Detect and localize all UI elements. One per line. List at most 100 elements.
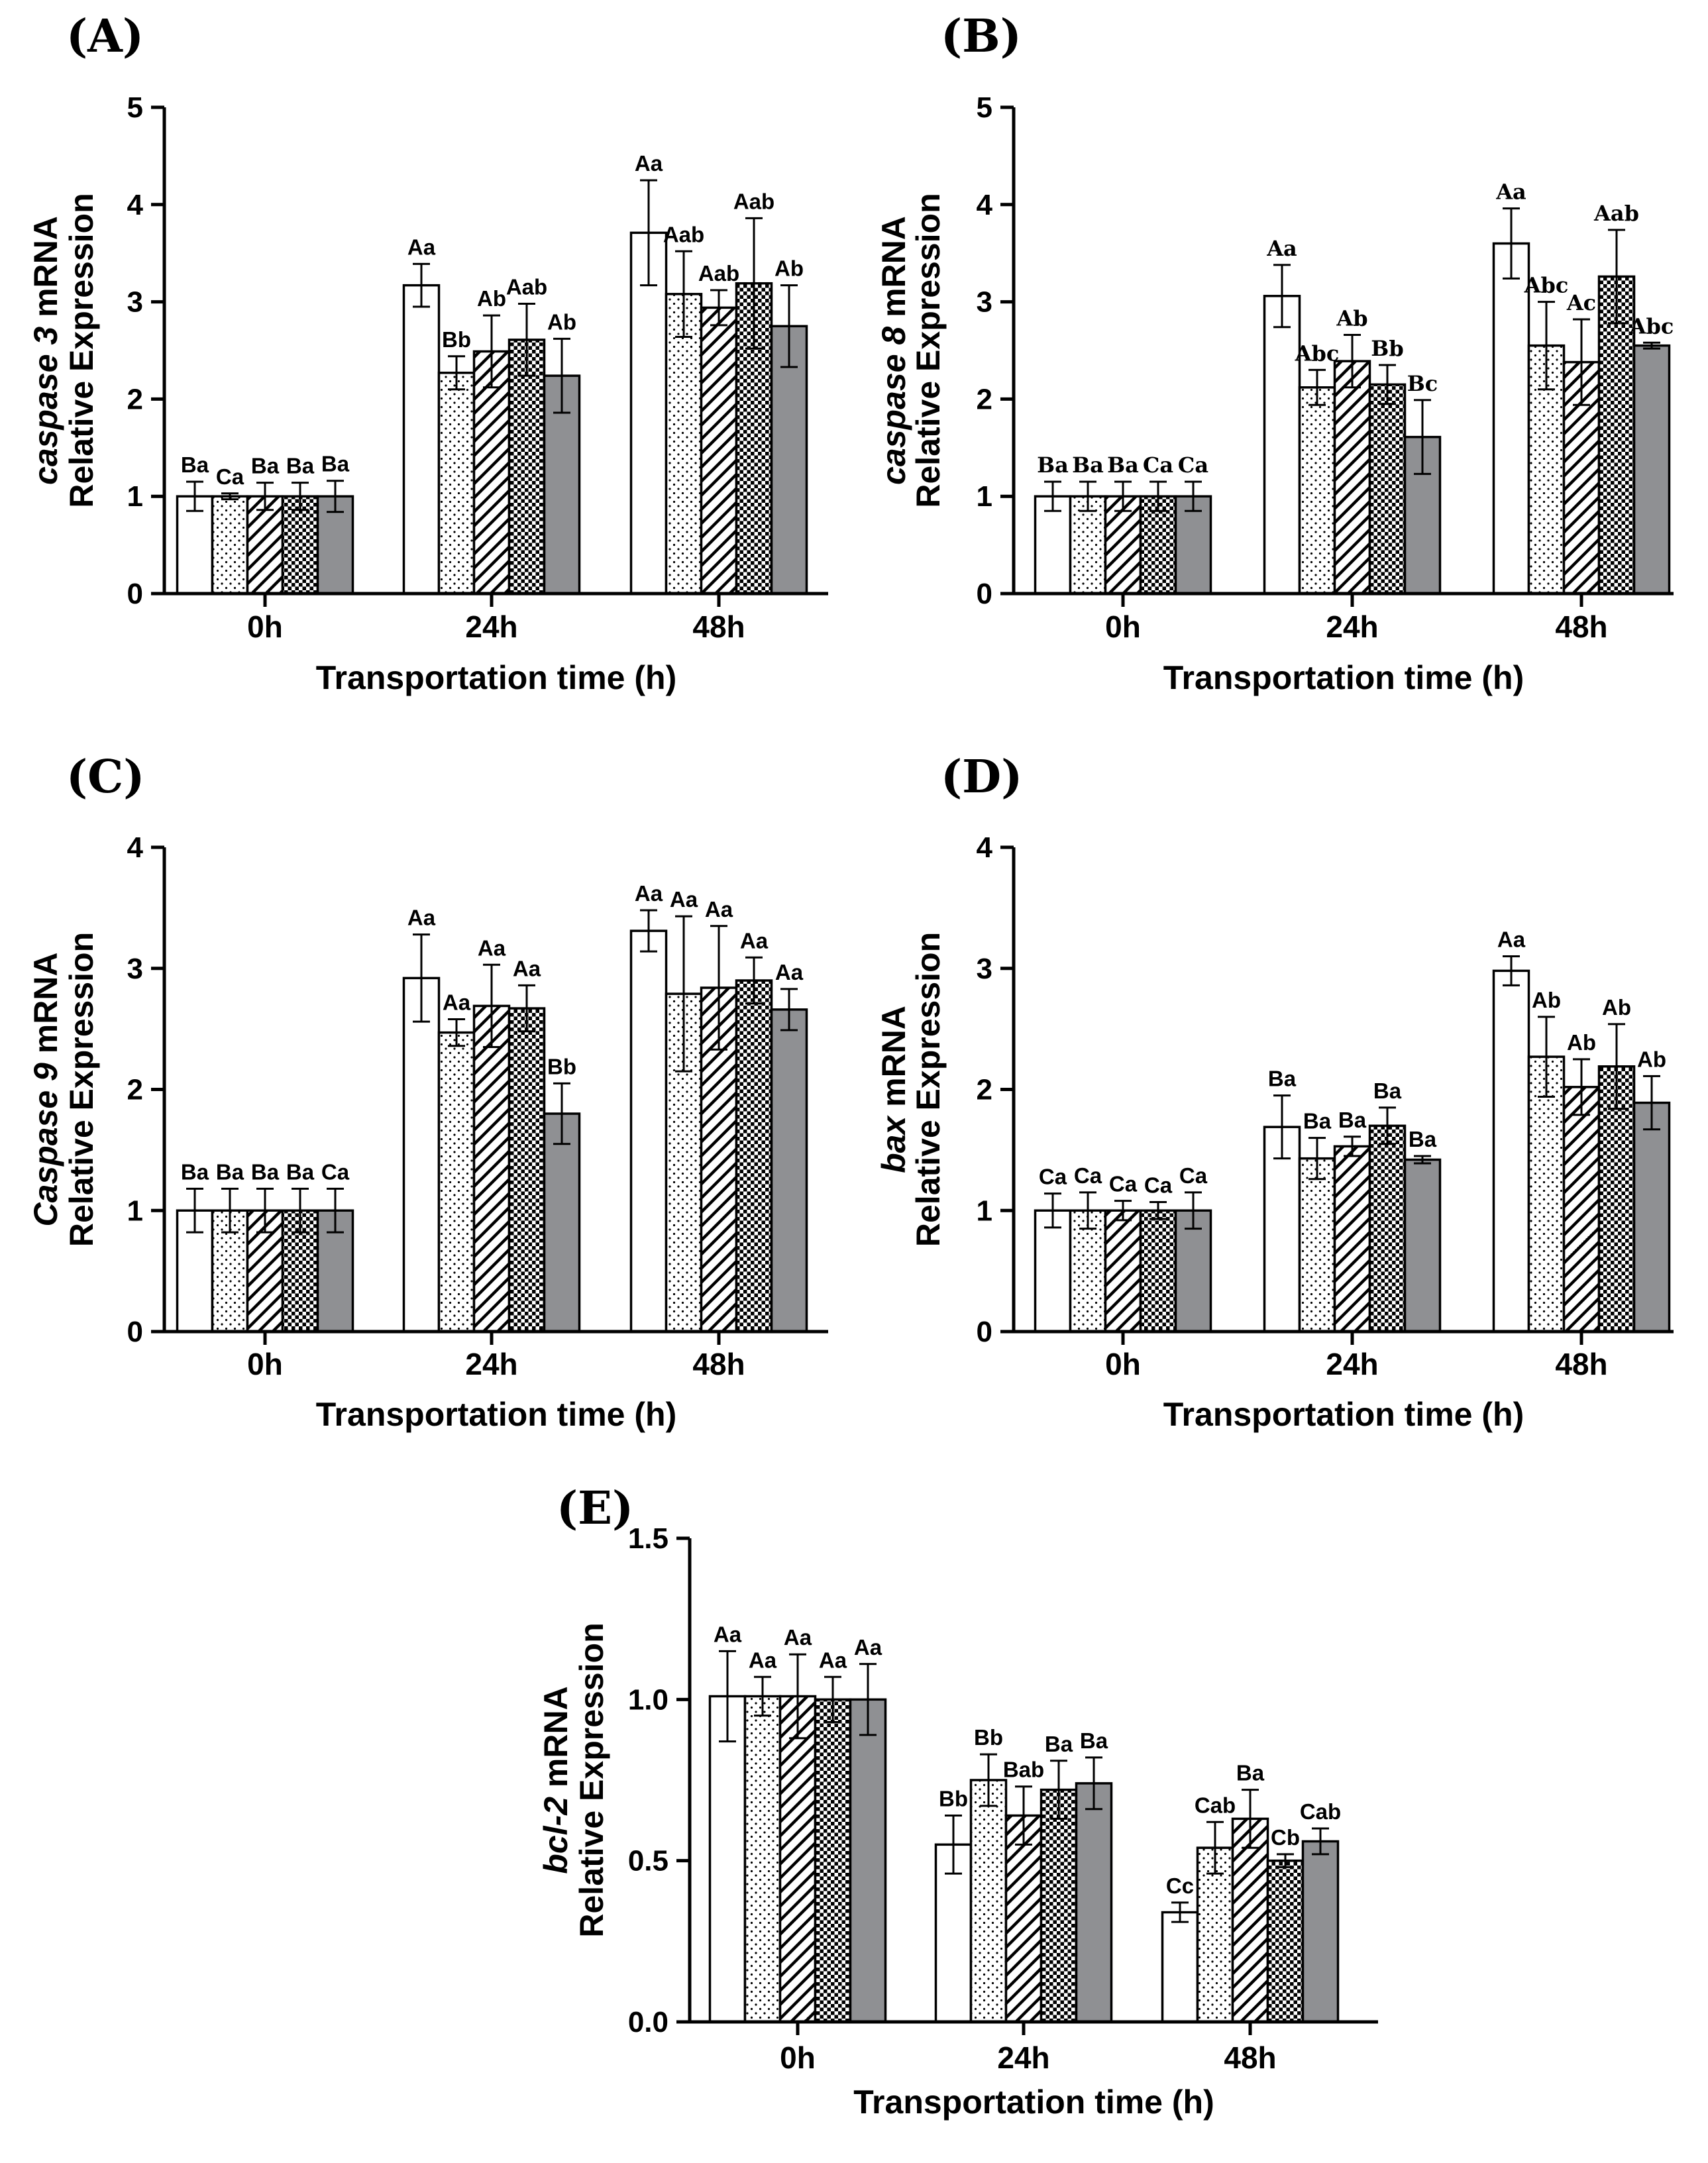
significance-label: Ba: [1268, 1067, 1297, 1091]
error-bar: [483, 314, 500, 389]
error-bar: [292, 482, 309, 511]
error-bar: [1344, 1135, 1361, 1157]
x-axis-label: Transportation time (h): [1163, 659, 1524, 696]
bar-white-48h: [1492, 969, 1530, 1333]
significance-label: Abc: [1629, 313, 1674, 339]
significance-label: Aab: [733, 189, 774, 213]
bar-striped-48h: [700, 306, 738, 595]
significance-label: Ba: [1373, 1079, 1402, 1103]
bar-striped-24h: [472, 1004, 511, 1333]
bar-dotted-24h: [1298, 1157, 1336, 1333]
significance-label: Aa: [749, 1648, 777, 1672]
bar-gray-24h: [1075, 1782, 1113, 2023]
significance-label: Bb: [442, 327, 471, 352]
bar-gray-24h: [1403, 1158, 1442, 1333]
y-tick-label: 0.5: [628, 1845, 668, 1877]
x-tick-label: 48h: [1555, 1347, 1607, 1381]
significance-label: Ba: [1080, 1728, 1108, 1753]
error-bar: [1114, 480, 1132, 512]
significance-label: Bc: [1407, 371, 1438, 396]
bar-gray-0h: [849, 1698, 887, 2023]
y-tick-label: 4: [127, 831, 144, 864]
error-bar: [1344, 334, 1361, 389]
bar-white-0h: [1034, 1209, 1072, 1333]
panel-label: (E): [557, 1482, 633, 1535]
error-bar: [1643, 341, 1660, 350]
error-bar: [518, 984, 535, 1033]
significance-label: Bab: [1003, 1758, 1044, 1782]
x-tick-label: 0h: [247, 1347, 283, 1381]
error-bar: [1608, 229, 1625, 325]
significance-label: Ba: [321, 452, 350, 476]
bar-gray-48h: [770, 325, 808, 595]
x-tick-label: 0h: [780, 2040, 816, 2075]
significance-label: Aa: [775, 960, 804, 984]
significance-label: Ab: [1532, 988, 1561, 1012]
significance-label: Ac: [1566, 290, 1596, 315]
significance-label: Aab: [663, 222, 704, 246]
bar-striped-24h: [1333, 360, 1371, 595]
error-bar: [640, 179, 657, 287]
error-bar: [780, 988, 798, 1031]
significance-label: Aa: [513, 956, 541, 980]
error-bar: [824, 1675, 841, 1723]
error-bar: [859, 1663, 877, 1736]
bar-striped-48h: [1231, 1817, 1269, 2023]
significance-label: Abc: [1295, 341, 1340, 366]
significance-label: Ab: [1602, 995, 1631, 1020]
error-bar: [1044, 480, 1061, 512]
error-bar: [186, 1187, 203, 1234]
x-tick-label: 48h: [1224, 2040, 1276, 2075]
bar-checkered-0h: [814, 1698, 852, 2023]
x-axis-label: Transportation time (h): [853, 2084, 1214, 2121]
significance-label: Ab: [547, 309, 576, 334]
significance-label: Bb: [1371, 336, 1403, 361]
error-bar: [1185, 1191, 1202, 1230]
error-bar: [1185, 480, 1202, 512]
error-bar: [1379, 1106, 1396, 1145]
error-bar: [413, 933, 430, 1023]
y-tick-label: 1: [977, 1194, 992, 1227]
y-tick-label: 2: [977, 383, 992, 415]
bar-white-0h: [708, 1695, 747, 2023]
y-axis-label-measure: Relative Expression: [573, 1622, 610, 1937]
x-axis-label: Transportation time (h): [316, 1396, 676, 1433]
significance-label: Cb: [1271, 1825, 1300, 1850]
x-tick-label: 24h: [465, 1347, 517, 1381]
y-tick-label: 1.5: [628, 1522, 668, 1555]
y-tick-label: 0: [127, 578, 143, 610]
bar-checkered-24h: [1368, 383, 1407, 595]
significance-label: Aa: [670, 887, 698, 912]
error-bar: [710, 925, 727, 1051]
y-tick-label: 1.0: [628, 1683, 668, 1716]
error-bar: [1114, 1200, 1132, 1222]
error-bar: [1277, 1853, 1294, 1868]
y-tick-label: 0: [977, 578, 992, 610]
bar-striped-24h: [472, 350, 511, 595]
significance-label: Ab: [1567, 1030, 1596, 1055]
y-tick-label: 3: [127, 953, 143, 985]
y-tick-label: 2: [127, 383, 143, 415]
error-bar: [675, 250, 692, 338]
error-bar: [553, 337, 570, 414]
bar-checkered-0h: [1139, 1209, 1177, 1333]
x-tick-label: 24h: [1326, 1347, 1378, 1381]
y-axis-label-measure: Relative Expression: [63, 193, 100, 507]
bar-checkered-48h: [735, 979, 773, 1333]
x-axis-label: Transportation time (h): [1163, 1396, 1524, 1433]
y-axis-label-measure: Relative Expression: [910, 193, 947, 507]
y-tick-label: 2: [127, 1074, 143, 1106]
bar-dotted-24h: [1298, 386, 1336, 595]
error-bar: [754, 1675, 771, 1717]
y-tick-label: 0: [977, 1316, 992, 1348]
x-tick-label: 0h: [247, 609, 283, 644]
error-bar: [1573, 1058, 1590, 1116]
significance-label: Ca: [1109, 1172, 1138, 1196]
significance-label: Ba: [1037, 452, 1069, 478]
x-tick-label: 0h: [1105, 609, 1141, 644]
significance-label: Ba: [251, 1159, 280, 1184]
significance-label: Ca: [1178, 452, 1208, 478]
